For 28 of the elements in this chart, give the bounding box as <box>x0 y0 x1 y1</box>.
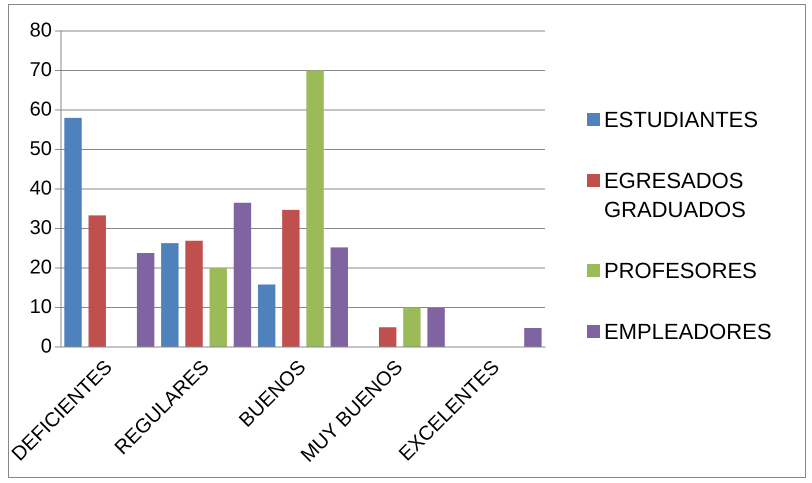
legend-label: PROFESORES <box>604 257 757 285</box>
legend-label: EGRESADOS GRADUADOS <box>604 167 747 224</box>
y-tick-label: 40 <box>30 177 52 200</box>
y-tick-label: 70 <box>30 59 52 82</box>
y-tick-label: 20 <box>30 256 52 278</box>
bar <box>64 118 82 346</box>
y-tick-label: 80 <box>30 20 52 42</box>
bar <box>161 243 179 346</box>
y-tick-label: 0 <box>40 335 52 358</box>
bar <box>306 70 324 346</box>
bar <box>185 240 203 346</box>
y-tick-label: 10 <box>30 296 52 318</box>
y-tick-label: 60 <box>30 98 52 121</box>
bar <box>403 307 421 346</box>
bar <box>524 328 542 346</box>
y-tick-label: 30 <box>30 216 52 239</box>
legend-label: EMPLEADORES <box>604 318 772 346</box>
bar <box>282 210 300 346</box>
bar <box>210 268 227 346</box>
bar <box>88 215 106 346</box>
legend-label: ESTUDIANTES <box>604 106 758 134</box>
y-tick-label: 50 <box>30 138 52 160</box>
bar <box>234 202 252 346</box>
bar <box>427 308 445 346</box>
bar <box>378 327 396 346</box>
bar <box>258 284 276 346</box>
bar <box>136 252 154 346</box>
bar <box>330 247 348 346</box>
